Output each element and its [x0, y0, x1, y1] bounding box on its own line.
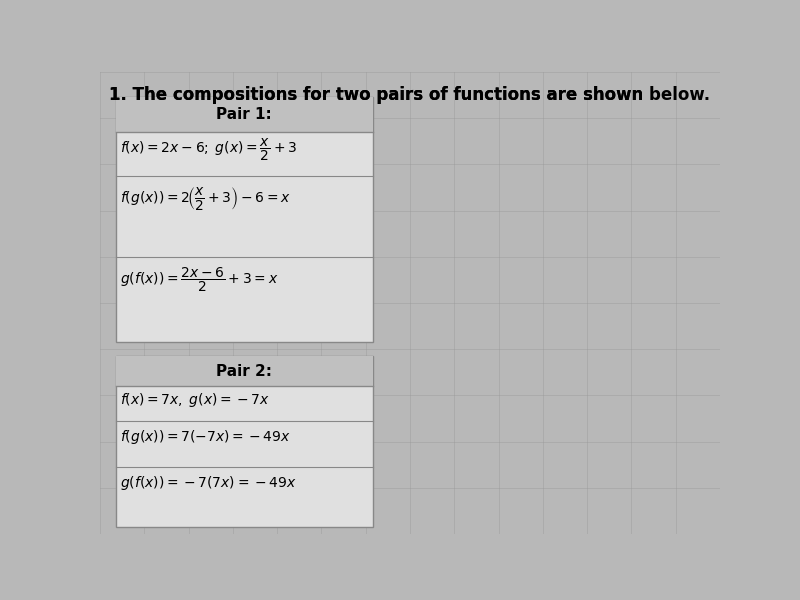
Text: $f(x) = 7x,\; g(x) = -7x$: $f(x) = 7x,\; g(x) = -7x$ [121, 391, 270, 409]
Text: 1. The compositions for two pairs of functions are shown: 1. The compositions for two pairs of fun… [110, 86, 650, 104]
FancyBboxPatch shape [115, 356, 373, 527]
Text: $f(g(x)) = 2\!\left(\dfrac{x}{2} + 3\right) - 6 = x$: $f(g(x)) = 2\!\left(\dfrac{x}{2} + 3\rig… [121, 185, 291, 212]
FancyBboxPatch shape [115, 97, 373, 132]
Text: $f(g(x)) = 7(-7x) = -49x$: $f(g(x)) = 7(-7x) = -49x$ [121, 428, 291, 446]
Text: $f(x) = 2x - 6;\; g(x) = \dfrac{x}{2} + 3$: $f(x) = 2x - 6;\; g(x) = \dfrac{x}{2} + … [121, 137, 298, 163]
Text: Pair 2:: Pair 2: [216, 364, 272, 379]
FancyBboxPatch shape [115, 97, 373, 342]
Text: Pair 1:: Pair 1: [216, 107, 272, 122]
Text: $g(f(x)) = \dfrac{2x - 6}{2} + 3 = x$: $g(f(x)) = \dfrac{2x - 6}{2} + 3 = x$ [121, 266, 279, 295]
FancyBboxPatch shape [115, 356, 373, 386]
Text: $g(f(x)) = -7(7x) = -49x$: $g(f(x)) = -7(7x) = -49x$ [121, 474, 297, 492]
Text: 1. The compositions for two pairs of functions are shown below.: 1. The compositions for two pairs of fun… [110, 86, 710, 104]
